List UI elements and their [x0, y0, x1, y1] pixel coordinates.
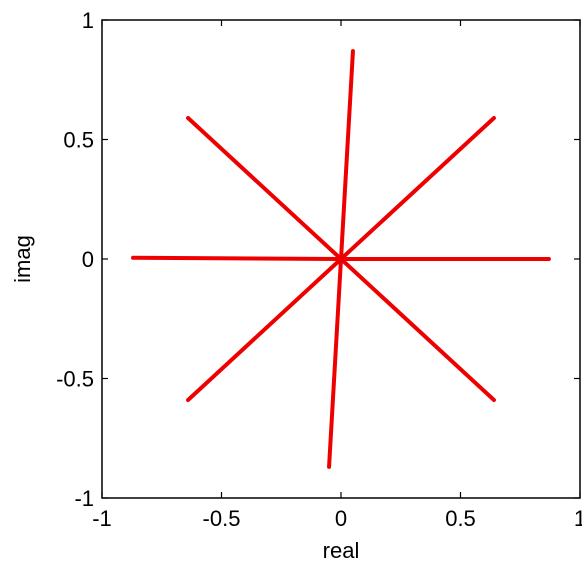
y-tick-label: 0.5 — [63, 128, 94, 153]
y-tick-label: -0.5 — [56, 367, 94, 392]
series-line-1 — [339, 49, 355, 261]
series-line-5 — [327, 257, 343, 469]
series-line-7 — [131, 255, 343, 261]
series-line-8 — [186, 115, 343, 261]
y-tick-label: 0 — [82, 247, 94, 272]
series-line-4 — [339, 257, 496, 403]
x-tick-label: 0.5 — [445, 506, 476, 531]
series-line-2 — [339, 115, 496, 261]
axis-ticks — [101, 19, 581, 499]
x-tick-label: -1 — [92, 506, 112, 531]
y-tick-label: -1 — [74, 486, 94, 511]
series-group — [131, 49, 551, 469]
x-axis-label: real — [323, 538, 360, 563]
tick-labels: -1 -0.5 0 0.5 1 -1 -0.5 0 0.5 1 — [56, 8, 582, 531]
y-tick-label: 1 — [82, 8, 94, 33]
series-line-6 — [186, 257, 343, 403]
x-tick-label: -0.5 — [203, 506, 241, 531]
x-tick-label: 1 — [574, 506, 582, 531]
x-tick-label: 0 — [335, 506, 347, 531]
y-axis-label: imag — [10, 235, 35, 283]
